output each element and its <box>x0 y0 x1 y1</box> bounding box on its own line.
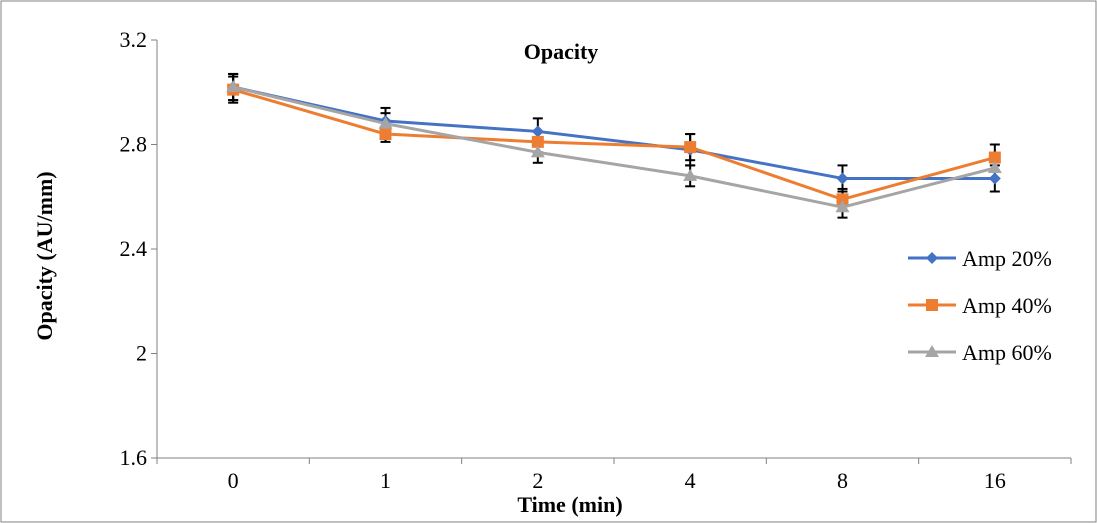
data-point <box>836 172 849 185</box>
legend-label: Amp 40% <box>962 293 1052 318</box>
legend-marker <box>925 345 939 357</box>
x-tick-label: 2 <box>532 468 543 493</box>
y-axis-title: Opacity (AU/mm) <box>32 171 57 340</box>
data-point <box>531 125 544 138</box>
x-tick-label: 0 <box>228 468 239 493</box>
data-point <box>684 141 697 154</box>
series-line <box>232 85 995 180</box>
legend: Amp 20% Amp 40% Amp 60% <box>908 246 1052 365</box>
data-point <box>226 80 241 93</box>
series-group <box>226 80 1002 213</box>
x-tick-label: 4 <box>685 468 696 493</box>
series-line <box>232 85 996 209</box>
data-point <box>378 116 393 129</box>
legend-entry: Amp 20% <box>908 246 1052 271</box>
data-point <box>683 168 698 181</box>
axes: 1.6 2 2.4 2.8 3.2 0 1 2 4 8 16 <box>120 27 1072 493</box>
legend-label: Amp 60% <box>962 340 1052 365</box>
x-tick-label: 16 <box>984 468 1006 493</box>
legend-entry: Amp 40% <box>908 293 1052 318</box>
y-tick-label: 1.6 <box>120 445 148 470</box>
plot-area <box>226 72 1002 219</box>
data-point <box>530 145 545 158</box>
data-point <box>836 193 849 206</box>
legend-entry: Amp 60% <box>908 340 1052 365</box>
y-tick-label: 2.8 <box>120 132 148 157</box>
x-tick-label: 1 <box>380 468 391 493</box>
y-tick-label: 2 <box>136 341 147 366</box>
data-point <box>988 151 1001 164</box>
data-point <box>987 161 1002 174</box>
legend-marker <box>926 299 938 311</box>
data-point <box>988 172 1001 185</box>
y-tick-label: 2.4 <box>120 236 148 261</box>
data-point <box>835 200 850 213</box>
data-point <box>531 135 544 148</box>
legend-marker <box>926 252 938 264</box>
chart-title: Opacity <box>524 39 599 64</box>
series-line <box>232 88 996 201</box>
x-axis-title: Time (min) <box>517 492 622 517</box>
data-point <box>379 128 392 141</box>
x-tick-label: 8 <box>837 468 848 493</box>
legend-label: Amp 20% <box>962 246 1052 271</box>
y-tick-label: 3.2 <box>120 27 148 52</box>
